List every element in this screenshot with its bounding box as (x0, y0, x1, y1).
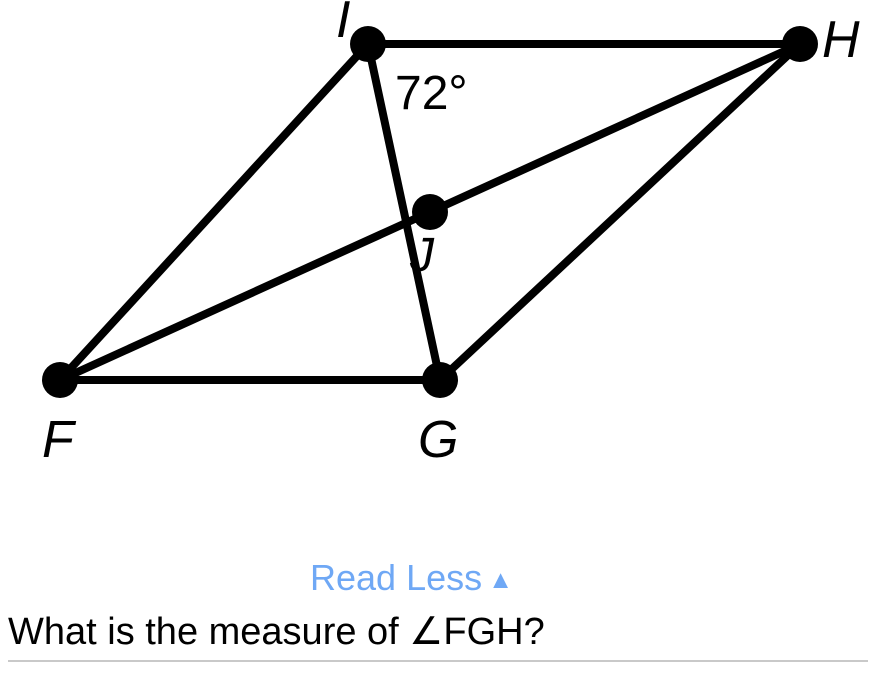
vertex-label-i: I (336, 0, 350, 46)
question-text: What is the measure of ∠FGH? (8, 612, 545, 654)
angle-72-label: 72° (395, 70, 468, 118)
edge-f-i (60, 44, 368, 380)
vertex-label-g: G (418, 414, 458, 466)
node-g (422, 362, 458, 398)
vertex-label-h: H (822, 14, 860, 66)
question-underline (8, 660, 868, 662)
figure-canvas: I H F G J 72° Read Less▲ What is the mea… (0, 0, 875, 676)
node-j (412, 194, 448, 230)
question-prefix: What is the measure of (8, 611, 409, 653)
chevron-up-icon: ▲ (488, 568, 513, 593)
read-less-text: Read Less (310, 557, 482, 598)
read-less-toggle[interactable]: Read Less▲ (310, 560, 513, 596)
question-angle-name: FGH? (443, 611, 544, 653)
node-i (350, 26, 386, 62)
angle-symbol-icon: ∠ (409, 611, 443, 653)
node-h (782, 26, 818, 62)
node-f (42, 362, 78, 398)
edge-g-h (440, 44, 800, 380)
vertex-label-f: F (42, 414, 74, 466)
vertex-label-j: J (410, 232, 434, 280)
